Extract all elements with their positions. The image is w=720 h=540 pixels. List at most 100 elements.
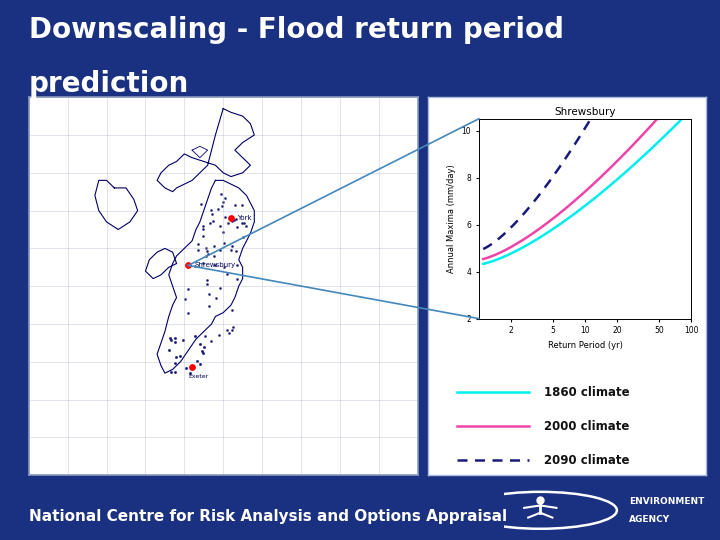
Point: [198, 342, 210, 351]
Text: Downscaling - Flood return period: Downscaling - Flood return period: [29, 16, 564, 44]
Point: [204, 219, 215, 228]
Point: [238, 218, 250, 227]
Text: National Centre for Risk Analysis and Options Appraisal: National Centre for Risk Analysis and Op…: [29, 509, 507, 524]
Point: [215, 189, 227, 198]
Point: [169, 333, 181, 342]
Point: [182, 261, 194, 270]
Point: [237, 200, 248, 209]
Point: [231, 261, 243, 269]
Y-axis label: Annual Maxima (mm/day): Annual Maxima (mm/day): [447, 164, 456, 273]
Point: [194, 360, 206, 368]
Point: [220, 212, 231, 221]
Point: [206, 336, 217, 345]
Point: [219, 193, 230, 202]
Point: [210, 293, 222, 302]
Point: [214, 284, 225, 292]
Point: [214, 246, 225, 254]
Point: [174, 352, 186, 360]
Point: [217, 198, 229, 206]
Point: [219, 239, 230, 247]
Point: [170, 368, 181, 376]
Point: [203, 290, 215, 299]
Point: [232, 222, 243, 231]
Point: [194, 340, 206, 348]
Point: [215, 221, 226, 230]
Point: [208, 242, 220, 251]
Point: [184, 368, 196, 377]
Point: [238, 233, 249, 242]
Point: [192, 239, 204, 248]
Point: [230, 247, 242, 255]
Point: [196, 347, 207, 355]
Point: [198, 232, 210, 240]
Text: 1860 climate: 1860 climate: [544, 386, 629, 399]
Point: [201, 280, 212, 289]
Point: [225, 214, 237, 222]
Point: [191, 356, 202, 365]
Point: [237, 219, 248, 228]
X-axis label: Return Period (yr): Return Period (yr): [548, 341, 622, 350]
Point: [208, 251, 220, 260]
Point: [226, 217, 238, 225]
Point: [193, 246, 204, 254]
Point: [201, 247, 212, 255]
Point: [202, 249, 214, 258]
Point: [225, 212, 237, 221]
Title: Shrewsbury: Shrewsbury: [554, 106, 616, 117]
Point: [189, 261, 200, 270]
Point: [164, 334, 176, 342]
Point: [197, 222, 209, 231]
Point: [186, 363, 198, 372]
Point: [216, 202, 228, 211]
Point: [218, 263, 230, 272]
Point: [205, 206, 217, 214]
Point: [183, 285, 194, 294]
Point: [240, 222, 251, 231]
Point: [195, 199, 207, 208]
Text: Shrewsbury: Shrewsbury: [194, 262, 235, 268]
Point: [217, 227, 229, 236]
Text: AGENCY: AGENCY: [629, 515, 670, 524]
Point: [228, 215, 239, 224]
Point: [207, 217, 219, 225]
Point: [168, 359, 180, 367]
Point: [212, 204, 223, 213]
Point: [180, 364, 192, 373]
Point: [166, 368, 177, 376]
Text: Exeter: Exeter: [188, 374, 209, 380]
Point: [221, 326, 233, 334]
Point: [227, 323, 238, 332]
Point: [229, 201, 240, 210]
Text: 2000 climate: 2000 climate: [544, 420, 629, 433]
Text: ENVIRONMENT: ENVIRONMENT: [629, 497, 704, 506]
Point: [200, 252, 212, 261]
Point: [226, 326, 238, 334]
Text: York: York: [237, 215, 251, 221]
Point: [200, 244, 212, 253]
Point: [222, 219, 234, 227]
Point: [202, 275, 213, 284]
Point: [197, 225, 209, 234]
Point: [226, 241, 238, 250]
Point: [199, 332, 211, 340]
Point: [165, 336, 176, 345]
Point: [163, 346, 175, 354]
Point: [179, 294, 191, 303]
Point: [221, 269, 233, 278]
Point: [214, 331, 225, 340]
Point: [223, 329, 235, 338]
Point: [181, 308, 193, 317]
Point: [227, 306, 238, 315]
Point: [225, 246, 237, 254]
Point: [209, 260, 220, 269]
Point: [189, 332, 200, 340]
Point: [230, 214, 242, 223]
Point: [197, 349, 209, 357]
Point: [204, 301, 215, 310]
Text: 2090 climate: 2090 climate: [544, 454, 629, 467]
Point: [197, 258, 209, 267]
Point: [231, 274, 243, 283]
Point: [169, 338, 181, 346]
Point: [177, 336, 189, 345]
Point: [207, 210, 218, 218]
